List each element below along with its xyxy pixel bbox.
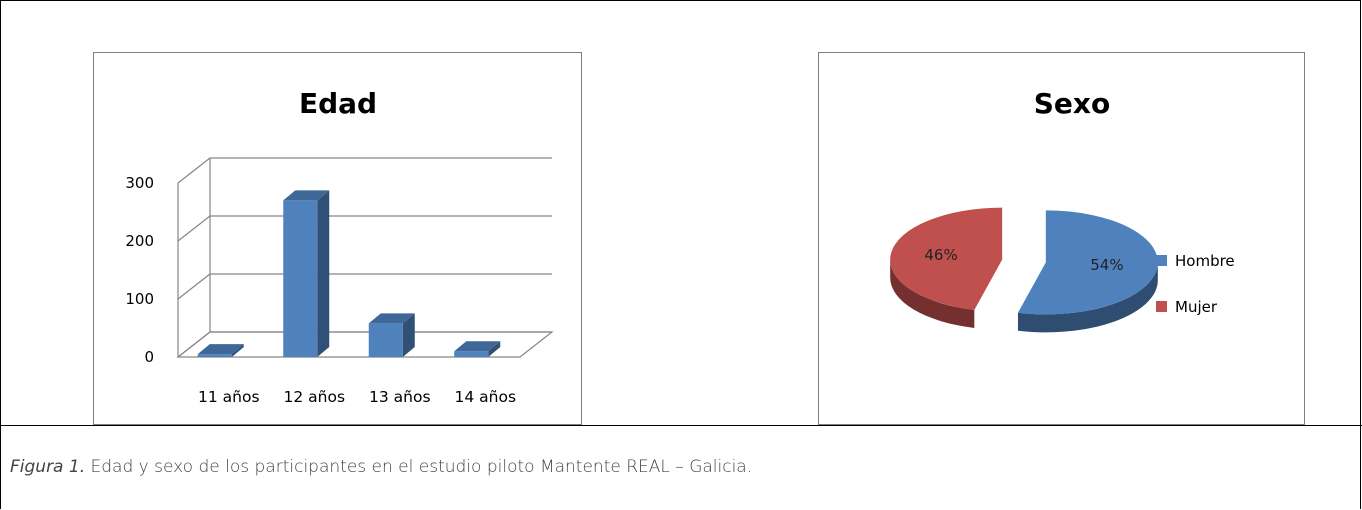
age-bar-side	[402, 313, 415, 357]
age-gridline	[177, 273, 552, 300]
figure-caption-text: Edad y sexo de los participantes en el e…	[85, 457, 753, 477]
figure-caption: Figura 1. Edad y sexo de los participant…	[10, 457, 752, 477]
age-bar-top	[197, 344, 244, 355]
age-chart-x-ticks: 11 años 12 años 13 años 14 años	[198, 388, 516, 406]
sex-chart: Sexo 54% 46% Hombre Mujer	[818, 52, 1305, 425]
sex-chart-svg: Sexo 54% 46% Hombre Mujer	[890, 87, 1235, 333]
sex-chart-legend: Hombre Mujer	[1156, 252, 1235, 316]
sex-legend-swatch	[1156, 255, 1167, 266]
age-floor	[176, 331, 554, 358]
sex-pie-slice	[1017, 210, 1158, 333]
sex-pie-value-label: 54%	[1090, 256, 1123, 274]
sex-legend-item: Mujer	[1156, 298, 1218, 316]
age-chart-grid	[176, 157, 554, 358]
sex-legend-item: Hombre	[1156, 252, 1235, 270]
age-gridline	[177, 215, 552, 242]
sex-legend-swatch	[1156, 301, 1167, 312]
sex-legend-label: Mujer	[1175, 298, 1218, 316]
sex-chart-title: Sexo	[1034, 87, 1110, 120]
age-y-tick-label: 100	[125, 290, 154, 308]
age-gridline	[177, 157, 552, 184]
age-chart-bars	[197, 190, 501, 357]
age-bar-side	[317, 190, 330, 357]
caption-divider	[0, 425, 1362, 426]
age-x-tick-label: 13 años	[369, 388, 431, 406]
sex-pie-slice-top	[890, 207, 1003, 310]
sex-legend-label: Hombre	[1175, 252, 1235, 270]
age-x-tick-label: 12 años	[283, 388, 345, 406]
age-bar-side	[488, 341, 501, 357]
age-chart-svg: Edad 0 100 200 300 11 años 12 años 13 años 14 …	[125, 87, 554, 406]
age-bar-front	[283, 200, 318, 357]
age-bar-top	[454, 341, 501, 352]
sex-pie-value-label: 46%	[924, 246, 957, 264]
age-chart: Edad 0 100 200 300 11 años 12 años 13 años 14 …	[93, 52, 582, 425]
age-bar	[197, 344, 244, 357]
sex-pie-slice	[890, 207, 1003, 328]
age-bar	[454, 341, 501, 357]
age-bar-front	[368, 323, 403, 357]
age-bar-side	[231, 344, 244, 357]
age-chart-title: Edad	[299, 87, 377, 120]
age-chart-y-ticks: 0 100 200 300	[125, 174, 154, 366]
sex-pie-slice-top	[1017, 210, 1158, 315]
age-x-tick-label: 14 años	[454, 388, 516, 406]
age-bar-top	[283, 190, 330, 201]
sex-chart-pie: 54% 46%	[890, 207, 1158, 333]
age-y-tick-label: 300	[125, 174, 154, 192]
age-y-tick-label: 0	[144, 348, 154, 366]
age-bar-front	[197, 354, 232, 357]
age-x-tick-label: 11 años	[198, 388, 260, 406]
sex-pie-slice-side	[890, 259, 975, 328]
age-bar	[368, 313, 415, 357]
age-y-tick-label: 200	[125, 232, 154, 250]
age-bar	[283, 190, 330, 357]
age-bar-front	[454, 351, 489, 357]
figure-caption-label: Figura 1.	[10, 457, 86, 477]
age-bar-top	[368, 313, 415, 324]
sex-pie-slice-side	[1017, 262, 1158, 333]
